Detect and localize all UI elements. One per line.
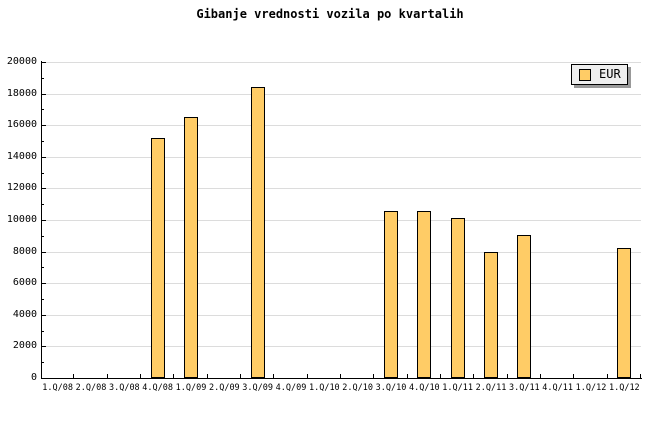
y-major-tick-14000 [41, 156, 46, 158]
gridline-6000 [41, 283, 641, 285]
y-minor-tick-3000 [41, 330, 44, 332]
x-label-5: 2.Q/09 [208, 383, 240, 393]
y-axis-line [40, 61, 42, 379]
gridline-2000 [41, 346, 641, 348]
y-minor-tick-9000 [41, 235, 44, 237]
x-label-3: 4.Q/08 [142, 383, 174, 393]
chart-title: Gibanje vrednosti vozila po kvartalih [196, 7, 464, 21]
x-tick-16 [573, 374, 575, 378]
x-tick-3 [140, 374, 141, 378]
plot-area [41, 62, 641, 378]
bar-4.Q/10 [417, 210, 432, 378]
gridline-18000 [41, 93, 641, 95]
bar-1.Q/09 [184, 117, 198, 378]
y-label-2000: 2000 [12, 340, 37, 352]
y-minor-tick-17000 [41, 109, 44, 111]
gridline-10000 [41, 220, 641, 221]
gridline-16000 [41, 125, 641, 127]
x-label-0: 1.Q/08 [42, 383, 74, 393]
y-label-18000: 18000 [6, 87, 37, 99]
x-tick-4 [173, 374, 175, 378]
x-label-11: 4.Q/10 [408, 383, 440, 393]
y-major-tick-12000 [41, 188, 46, 190]
x-label-6: 3.Q/09 [242, 383, 274, 393]
y-major-tick-18000 [41, 93, 46, 95]
x-label-16: 1.Q/12 [575, 383, 607, 393]
x-tick-1 [73, 374, 75, 378]
gridline-14000 [41, 156, 641, 158]
gridline-4000 [41, 314, 641, 316]
y-label-10000: 10000 [6, 214, 37, 225]
x-label-9: 2.Q/10 [342, 383, 374, 393]
bar-3.Q/11 [517, 235, 532, 378]
x-tick-11 [406, 374, 408, 378]
bar-3.Q/09 [250, 87, 265, 378]
y-label-4000: 4000 [12, 308, 37, 320]
y-major-tick-4000 [41, 314, 46, 316]
bar-4.Q/08 [150, 137, 165, 378]
x-tick-17 [606, 374, 608, 378]
x-label-10: 3.Q/10 [375, 383, 407, 393]
x-label-7: 4.Q/09 [275, 383, 307, 393]
y-minor-tick-1000 [41, 362, 44, 364]
y-major-tick-8000 [41, 251, 46, 253]
y-label-16000: 16000 [6, 119, 37, 131]
y-minor-tick-11000 [41, 204, 44, 206]
y-major-tick-2000 [41, 346, 46, 348]
x-label-2: 3.Q/08 [108, 383, 140, 393]
legend-swatch-eur [579, 68, 591, 81]
x-tick-13 [473, 374, 475, 378]
x-axis-line [40, 377, 642, 379]
x-tick-10 [373, 374, 375, 378]
gridline-8000 [41, 251, 641, 253]
x-label-8: 1.Q/10 [308, 383, 340, 393]
x-label-13: 2.Q/11 [475, 383, 507, 393]
x-tick-9 [340, 374, 341, 378]
y-minor-tick-15000 [41, 141, 44, 142]
y-label-0: 0 [30, 372, 37, 383]
y-label-6000: 6000 [12, 277, 37, 289]
x-tick-7 [273, 374, 275, 378]
bar-1.Q/11 [450, 217, 465, 378]
x-tick-5 [206, 374, 208, 378]
bar-2.Q/11 [484, 252, 498, 378]
x-tick-14 [506, 374, 508, 378]
bar-1.Q/12 [617, 247, 632, 378]
gridline-20000 [41, 62, 641, 63]
x-tick-6 [240, 374, 241, 378]
y-label-20000: 20000 [6, 56, 37, 67]
y-minor-tick-19000 [41, 77, 44, 79]
y-major-tick-20000 [41, 62, 46, 63]
y-minor-tick-13000 [41, 172, 44, 174]
x-label-15: 4.Q/11 [542, 383, 574, 393]
x-label-14: 3.Q/11 [508, 383, 540, 393]
y-major-tick-16000 [41, 125, 46, 127]
y-major-tick-6000 [41, 283, 46, 285]
legend-series-label: EUR [599, 67, 621, 81]
x-label-12: 1.Q/11 [442, 383, 474, 393]
x-label-4: 1.Q/09 [175, 383, 207, 393]
x-tick-8 [306, 374, 308, 378]
x-tick-18 [640, 374, 641, 378]
y-minor-tick-7000 [41, 267, 44, 269]
y-minor-tick-5000 [41, 299, 44, 300]
bar-3.Q/10 [384, 210, 398, 378]
x-tick-2 [106, 374, 108, 378]
y-label-8000: 8000 [12, 245, 37, 257]
y-label-12000: 12000 [6, 182, 37, 194]
x-label-17: 1.Q/12 [608, 383, 640, 393]
x-tick-15 [540, 374, 541, 378]
y-label-14000: 14000 [6, 150, 37, 162]
x-tick-12 [440, 374, 441, 378]
gridline-12000 [41, 188, 641, 190]
x-label-1: 2.Q/08 [75, 383, 107, 393]
legend-box: EUR [571, 64, 628, 85]
y-major-tick-10000 [41, 220, 46, 221]
